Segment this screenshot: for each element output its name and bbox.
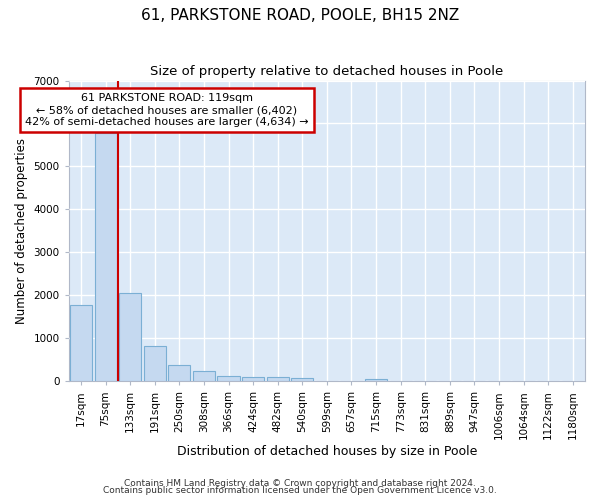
Bar xyxy=(242,376,264,381)
Bar xyxy=(266,377,289,381)
Text: Contains HM Land Registry data © Crown copyright and database right 2024.: Contains HM Land Registry data © Crown c… xyxy=(124,478,476,488)
X-axis label: Distribution of detached houses by size in Poole: Distribution of detached houses by size … xyxy=(176,444,477,458)
Bar xyxy=(70,304,92,381)
Bar xyxy=(291,378,313,381)
Text: Contains public sector information licensed under the Open Government Licence v3: Contains public sector information licen… xyxy=(103,486,497,495)
Bar xyxy=(143,346,166,381)
Bar xyxy=(193,371,215,381)
Bar xyxy=(119,292,141,381)
Y-axis label: Number of detached properties: Number of detached properties xyxy=(15,138,28,324)
Bar xyxy=(217,376,239,381)
Bar xyxy=(365,378,387,381)
Text: 61, PARKSTONE ROAD, POOLE, BH15 2NZ: 61, PARKSTONE ROAD, POOLE, BH15 2NZ xyxy=(141,8,459,22)
Bar xyxy=(95,133,116,381)
Title: Size of property relative to detached houses in Poole: Size of property relative to detached ho… xyxy=(150,65,503,78)
Text: 61 PARKSTONE ROAD: 119sqm
← 58% of detached houses are smaller (6,402)
42% of se: 61 PARKSTONE ROAD: 119sqm ← 58% of detac… xyxy=(25,94,309,126)
Bar xyxy=(168,366,190,381)
